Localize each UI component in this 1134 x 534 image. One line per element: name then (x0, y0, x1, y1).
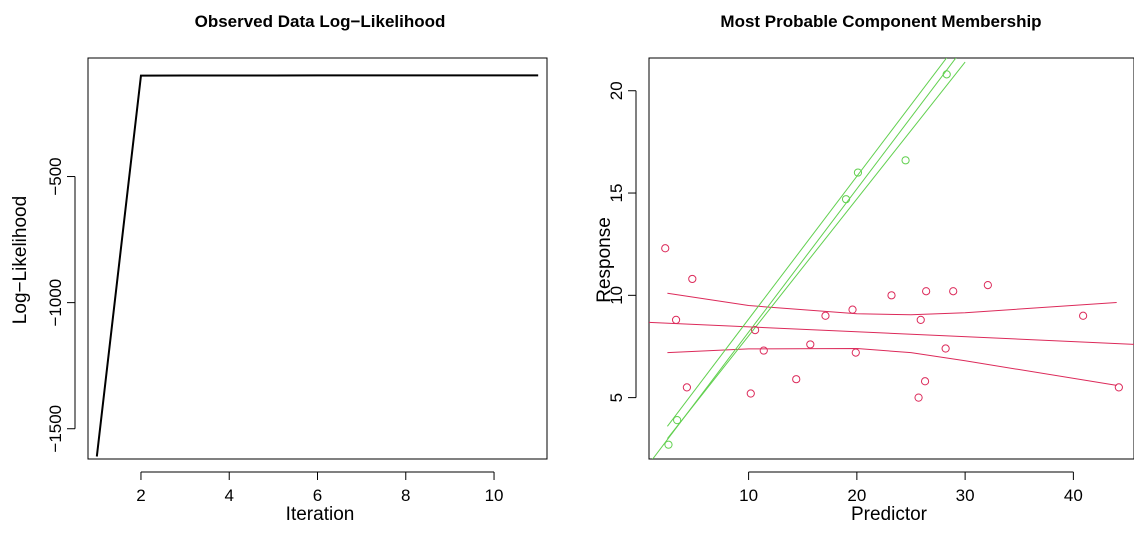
red-component-point (806, 340, 815, 349)
membership-fit-lines (649, 58, 1134, 459)
red-component-point (914, 393, 923, 402)
green-fit-lower-band (667, 61, 966, 439)
membership-y-tick-label: 15 (607, 184, 626, 203)
loglik-y-tick-label: −1000 (46, 279, 65, 327)
loglik-panel: Observed Data Log−Likelihood 2 4 6 8 10 −500… (10, 12, 548, 525)
red-component-point (920, 377, 930, 386)
membership-x-label: Predictor (851, 504, 928, 525)
loglik-x-axis: 2 4 6 8 10 (136, 471, 504, 505)
green-component-point (673, 416, 682, 425)
red-component-point (746, 389, 755, 398)
membership-x-tick-label: 40 (1064, 486, 1083, 505)
membership-title: Most Probable Component Membership (720, 12, 1041, 31)
green-component-point (901, 156, 910, 165)
red-component-point (759, 346, 768, 355)
red-component-point (922, 287, 931, 296)
loglik-x-tick-label: 6 (313, 486, 322, 505)
membership-x-tick-label: 30 (956, 486, 975, 505)
green-component-point (942, 70, 951, 79)
membership-y-tick-label: 20 (607, 81, 626, 100)
green-component-point (841, 195, 851, 204)
red-component-point (682, 383, 691, 392)
membership-plot-frame (648, 57, 1134, 460)
loglik-series-line (95, 74, 539, 457)
loglik-x-tick-label: 2 (136, 486, 145, 505)
membership-x-tick-label: 10 (739, 486, 758, 505)
red-component-point (851, 348, 860, 357)
loglik-x-label: Iteration (286, 504, 355, 525)
loglik-y-tick-label: −500 (46, 157, 65, 195)
red-component-point (887, 291, 896, 300)
loglik-x-tick-label: 4 (224, 486, 233, 505)
membership-x-axis: 10 20 30 40 (739, 471, 1083, 505)
red-component-point (1114, 383, 1123, 392)
loglik-plot-frame (87, 57, 548, 460)
red-component-point (916, 315, 925, 324)
loglik-y-tick-label: −1500 (46, 405, 65, 453)
green-component-point (664, 440, 673, 449)
red-component-point (848, 305, 857, 314)
red-component-point (983, 280, 992, 290)
loglik-y-label: Log−Likelihood (10, 196, 31, 324)
red-component-point (688, 274, 697, 284)
membership-y-axis: 5 10 15 20 (607, 81, 637, 402)
loglik-y-axis: −500 −1000 −1500 (46, 157, 76, 453)
membership-y-tick-label: 10 (607, 286, 626, 305)
green-component-point (853, 168, 863, 177)
red-component-point (792, 375, 801, 384)
red-fit-upper-band (667, 292, 1117, 316)
red-component-point (1079, 311, 1088, 320)
red-component-point (661, 244, 670, 253)
membership-x-tick-label: 20 (847, 486, 866, 505)
loglik-title: Observed Data Log−Likelihood (195, 12, 446, 31)
green-fit-upper-band (667, 58, 948, 427)
red-component-point (949, 287, 958, 296)
membership-panel: Most Probable Component Membership 10 20 3… (594, 12, 1134, 525)
red-component-point (671, 315, 681, 324)
red-component-point (821, 311, 830, 320)
red-fit-line (649, 321, 1134, 345)
membership-y-label: Response (594, 217, 615, 303)
loglik-x-tick-label: 10 (485, 486, 504, 505)
red-component-point (750, 326, 760, 335)
membership-y-tick-label: 5 (607, 393, 626, 402)
membership-points (661, 70, 1123, 449)
green-fit-line (652, 58, 957, 459)
loglik-x-tick-label: 8 (401, 486, 410, 505)
red-component-point (941, 344, 950, 353)
